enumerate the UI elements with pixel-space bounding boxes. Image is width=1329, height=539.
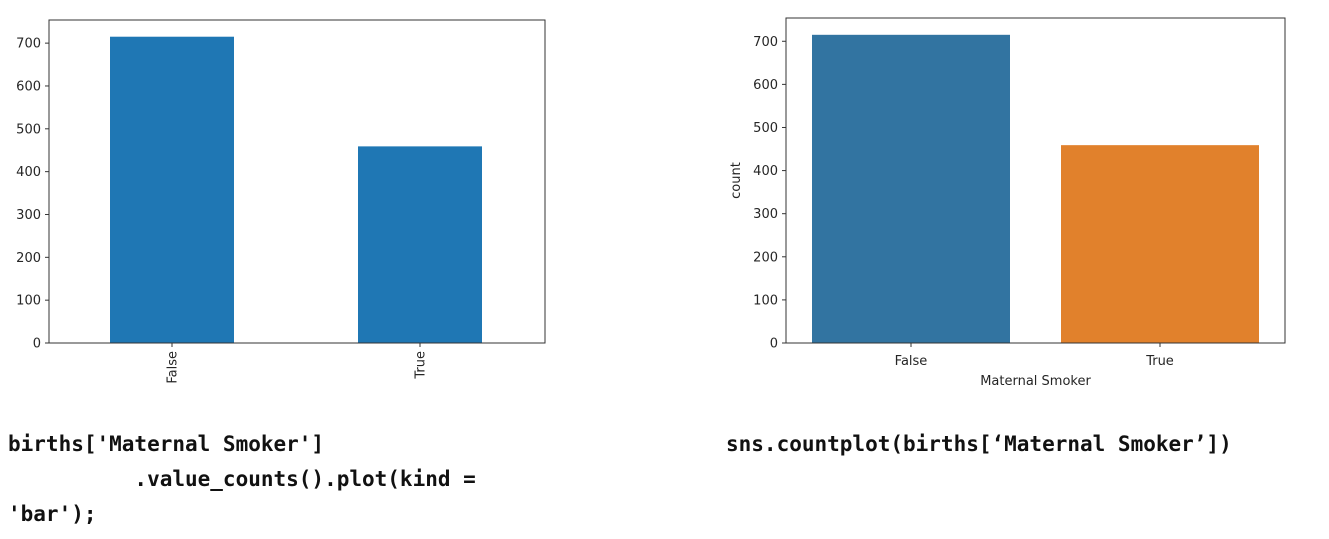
y-tick-label: 200 [16,251,41,266]
y-tick-label: 500 [16,122,41,137]
seaborn-countplot-chart: 0 100 200 300 400 500 600 700 False True Maternal … [729,17,1286,389]
y-tick-label: 100 [753,293,778,308]
y-tick-label: 400 [753,164,778,179]
x-tick-label: False [895,354,928,369]
pandas-bar-chart: 0 100 200 300 400 500 600 700 False True [16,19,546,384]
bar-true [1061,145,1259,343]
code-line: births['Maternal Smoker'] [8,432,325,456]
bar-false [110,36,234,343]
x-tick-label: False [166,351,181,384]
y-tick-label: 600 [753,78,778,93]
y-tick-label: 500 [753,121,778,136]
code-line: 'bar'); [8,502,97,526]
y-axis-label: count [729,162,744,199]
axes-frame [48,19,546,344]
axes-frame [785,17,1286,344]
y-tick-label: 700 [16,37,41,52]
y-tick-label: 400 [16,165,41,180]
code-line: sns.countplot(births[‘Maternal Smoker’]) [726,432,1232,456]
code-line: .value_counts().plot(kind = [8,467,476,491]
x-tick-label: True [1145,354,1174,369]
y-tick-label: 700 [753,35,778,50]
y-tick-label: 600 [16,79,41,94]
pandas-code-snippet: births['Maternal Smoker'] .value_counts(… [8,427,476,532]
y-tick-label: 300 [16,208,41,223]
x-axis-label: Maternal Smoker [980,374,1091,389]
y-tick-label: 200 [753,250,778,265]
y-tick-label: 0 [770,337,778,352]
x-tick-label: True [414,351,429,380]
y-tick-label: 100 [16,294,41,309]
y-tick-label: 300 [753,207,778,222]
y-tick-label: 0 [33,337,41,352]
bar-false [812,34,1010,344]
seaborn-code-snippet: sns.countplot(births[‘Maternal Smoker’]) [726,427,1232,462]
bar-true [358,146,482,343]
